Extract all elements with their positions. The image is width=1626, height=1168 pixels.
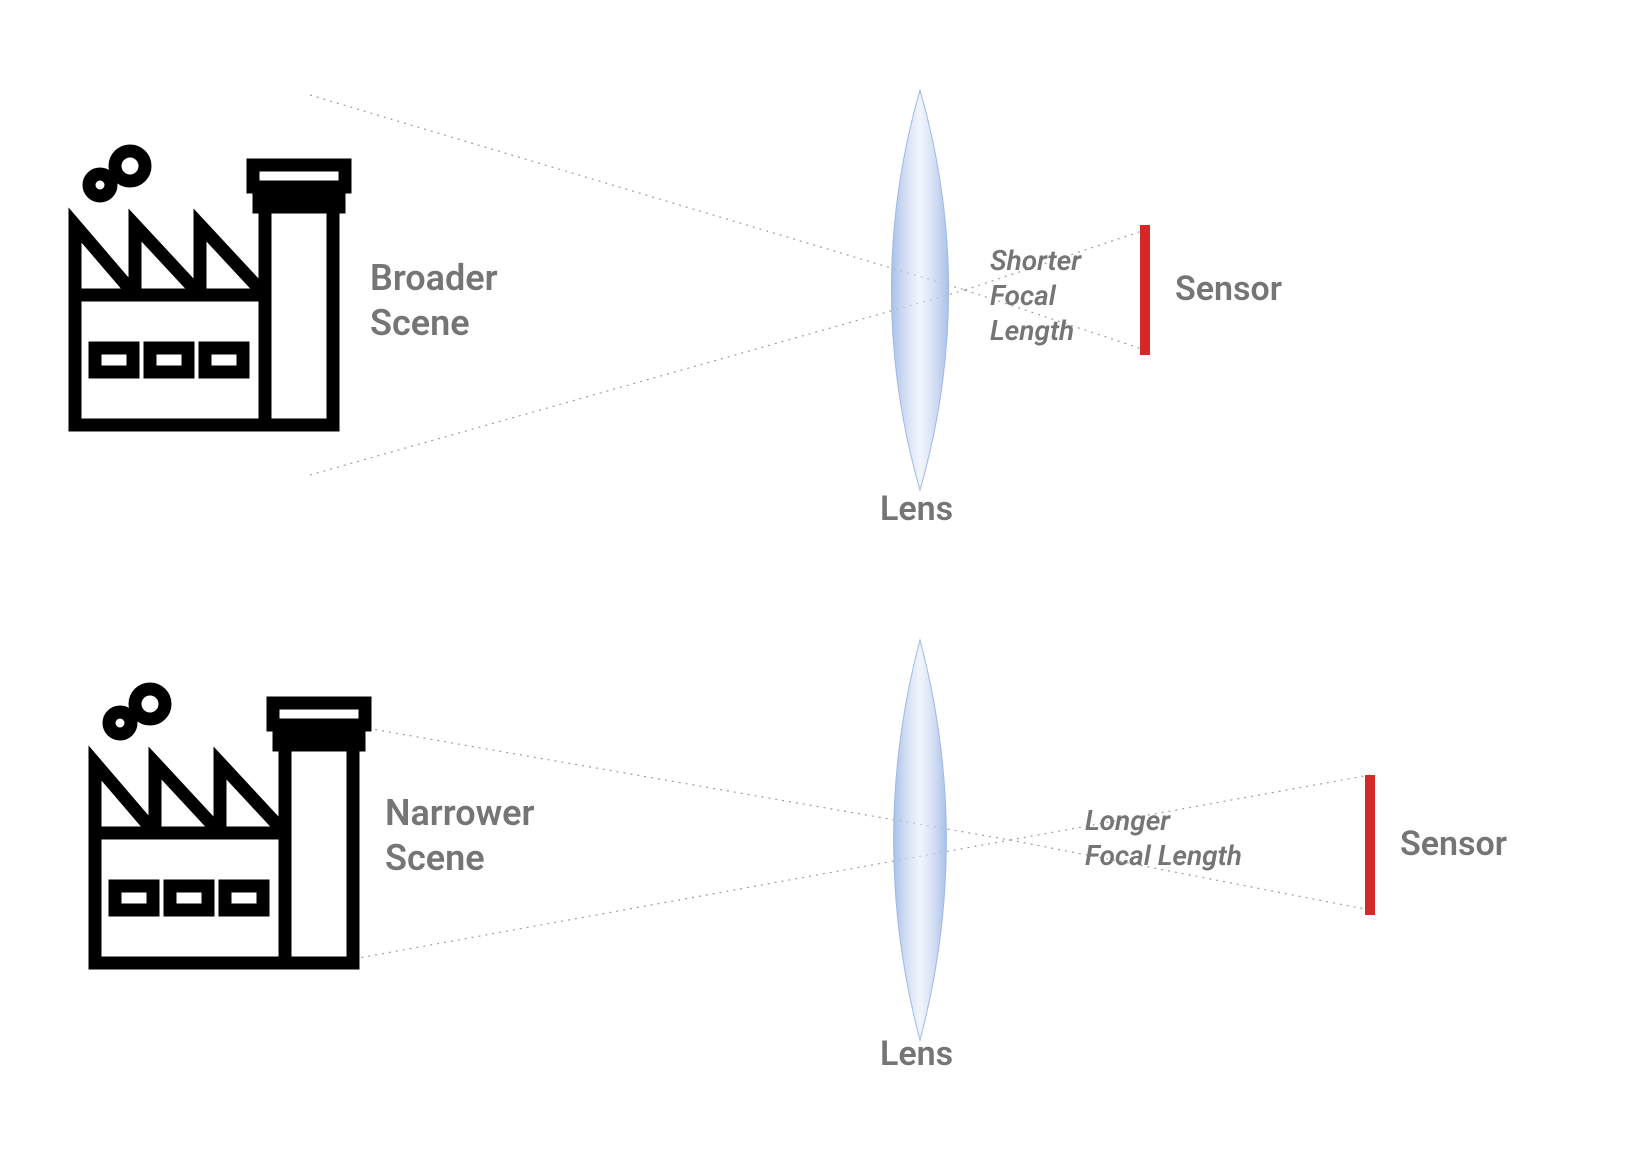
- bottom-lens: [894, 640, 947, 1040]
- bottom-factory-icon: [95, 689, 365, 963]
- bottom-scene-label-line2: Scene: [385, 837, 485, 879]
- top-focal-label-line3: Length: [990, 314, 1074, 347]
- top-factory-icon: [75, 151, 345, 425]
- top-lens: [891, 90, 948, 490]
- top-sensor-label: Sensor: [1175, 269, 1282, 309]
- top-focal-label-line1: Shorter: [990, 244, 1082, 277]
- bottom-lens-label: Lens: [880, 1034, 953, 1074]
- top-scene-label-line2: Scene: [370, 302, 470, 344]
- top-scene-label-line1: Broader: [370, 257, 498, 299]
- bottom-scene-label-line1: Narrower: [385, 792, 535, 834]
- bottom-sensor-label: Sensor: [1400, 824, 1507, 864]
- top-focal-label-line2: Focal: [990, 279, 1057, 312]
- top-lens-label: Lens: [880, 489, 953, 529]
- bottom-focal-label-line2: Focal Length: [1085, 839, 1242, 872]
- bottom-focal-label-line1: Longer: [1085, 804, 1171, 837]
